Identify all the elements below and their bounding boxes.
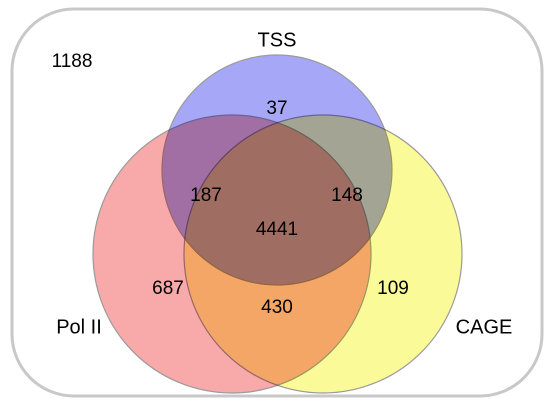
set-label-cage: CAGE	[456, 316, 513, 338]
count-pol2-only: 687	[152, 278, 184, 299]
count-pol2-tss: 187	[190, 185, 222, 206]
set-label-pol2: Pol II	[56, 316, 102, 338]
count-all: 4441	[256, 219, 298, 240]
set-label-tss: TSS	[258, 29, 297, 51]
tss-circle	[161, 54, 393, 286]
count-pol2-cage: 430	[261, 297, 293, 318]
count-tss-cage: 148	[331, 185, 363, 206]
count-cage-only: 109	[377, 278, 409, 299]
count-outside: 1188	[52, 51, 93, 72]
count-tss-only: 37	[266, 98, 287, 119]
venn-circles	[92, 54, 463, 394]
